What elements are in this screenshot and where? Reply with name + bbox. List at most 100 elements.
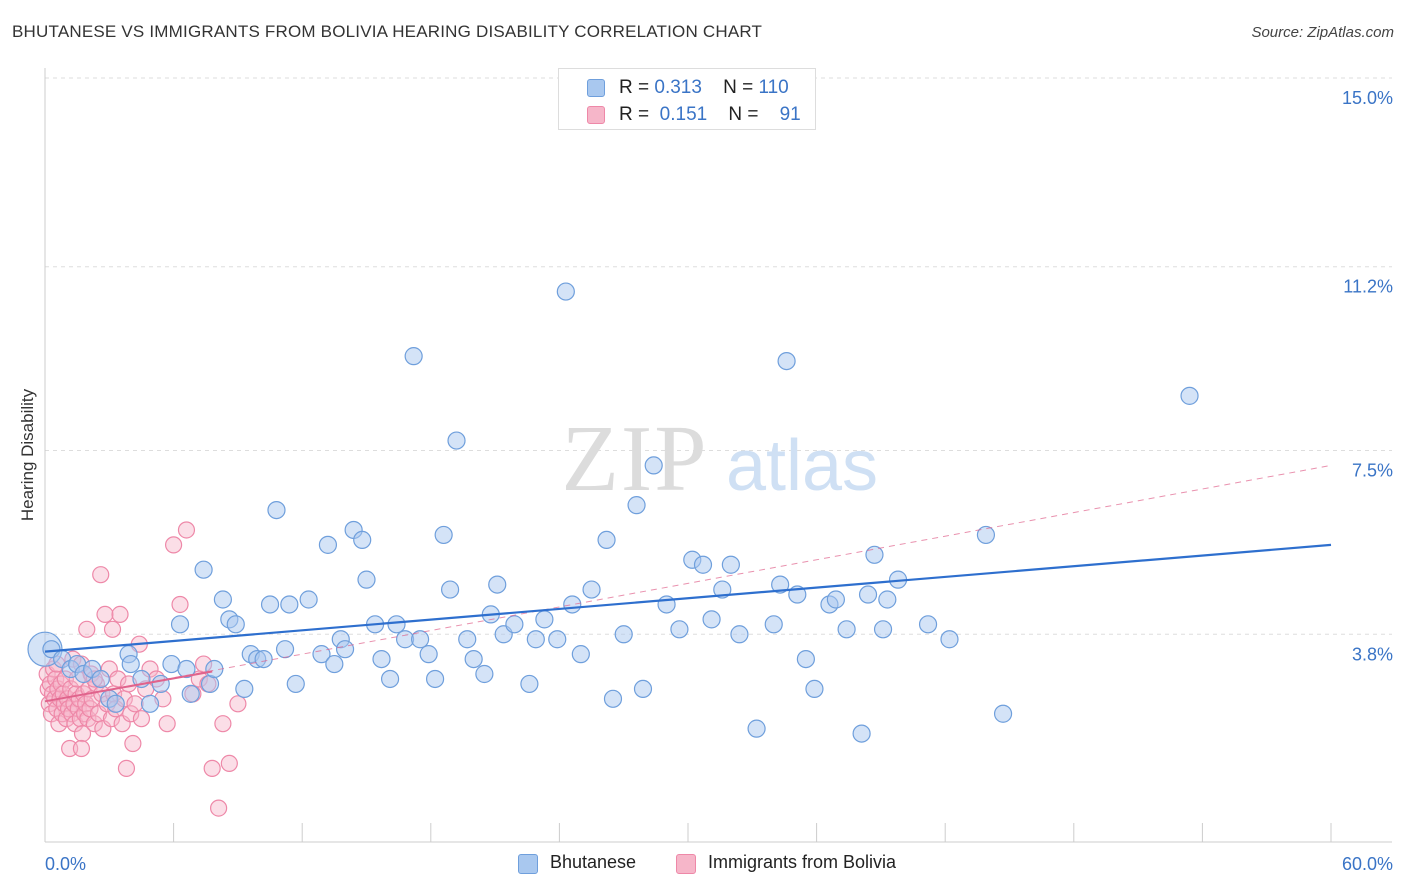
- x-tick-label: 60.0%: [1342, 854, 1393, 874]
- bolivia-point: [210, 799, 228, 817]
- bolivia-point: [122, 705, 140, 723]
- y-tick-label: 3.8%: [1352, 644, 1393, 664]
- bhutanese-point: [771, 575, 790, 594]
- bhutanese-point: [121, 654, 140, 674]
- bolivia-point: [109, 670, 127, 688]
- bhutanese-point: [475, 664, 494, 684]
- bolivia-trend-line: [44, 670, 213, 703]
- bhutanese-point: [796, 649, 815, 669]
- bhutanese-point: [837, 620, 856, 639]
- bhutanese-point: [730, 625, 749, 644]
- legend-n-value: 91: [779, 104, 801, 125]
- bolivia-point: [126, 695, 144, 713]
- bolivia-point: [124, 734, 142, 753]
- source-label: Source: ZipAtlas.com: [1251, 24, 1394, 41]
- bhutanese-point: [852, 724, 871, 743]
- bhutanese-point: [993, 704, 1013, 723]
- bolivia-point: [61, 739, 79, 758]
- bhutanese-point: [91, 669, 110, 689]
- bhutanese-point: [535, 610, 554, 629]
- bhutanese-point: [335, 640, 355, 659]
- bhutanese-point: [633, 679, 653, 699]
- bolivia-point: [78, 620, 96, 638]
- legend-r-label: R =: [619, 104, 650, 125]
- bolivia-point: [165, 536, 183, 554]
- bhutanese-point: [526, 630, 545, 649]
- bolivia-point: [158, 715, 176, 733]
- bolivia-point: [229, 695, 247, 713]
- bhutanese-point: [556, 282, 575, 301]
- legend-r-label: R =: [619, 77, 650, 98]
- x-tick-labels: 0.0% 60.0%: [45, 854, 1393, 874]
- bhutanese-point: [563, 595, 582, 614]
- bolivia-point: [73, 724, 92, 743]
- legend-r-value: 0.313: [654, 77, 702, 98]
- bhutanese-point: [286, 674, 305, 694]
- legend-n-value: 110: [758, 77, 789, 98]
- bhutanese-point: [235, 679, 254, 699]
- y-tick-label: 11.2%: [1343, 277, 1393, 297]
- bhutanese-point: [878, 590, 897, 609]
- legend-label-bolivia: Immigrants from Bolivia: [708, 852, 897, 872]
- bhutanese-point: [162, 654, 181, 674]
- axes: [44, 68, 1392, 843]
- legend-n-label: N =: [728, 104, 759, 125]
- watermark-atlas: atlas: [726, 426, 878, 506]
- trend-lines: [44, 464, 1332, 703]
- bhutanese-point: [597, 530, 616, 550]
- bhutanese-point: [440, 580, 460, 599]
- bhutanese-point: [312, 645, 331, 664]
- bhutanese-point: [177, 659, 196, 679]
- bolivia-point: [59, 700, 78, 718]
- bhutanese-point: [254, 649, 273, 669]
- bhutanese-point: [865, 545, 884, 564]
- bhutanese-point: [693, 555, 713, 574]
- bhutanese-point: [419, 645, 438, 664]
- bolivia-point: [132, 710, 151, 728]
- bhutanese-point: [434, 525, 453, 545]
- bolivia-point: [171, 595, 189, 614]
- bhutanese-point: [404, 347, 423, 366]
- bhutanese-point: [873, 620, 893, 639]
- legend-swatch-pink: [587, 106, 605, 124]
- bhutanese-point: [464, 649, 483, 669]
- bhutanese-point: [670, 620, 689, 639]
- gridlines: [45, 77, 1392, 635]
- bhutanese-point: [603, 689, 623, 708]
- bolivia-point: [72, 739, 91, 758]
- bolivia-point: [214, 715, 232, 733]
- bolivia-point: [103, 620, 122, 638]
- bhutanese-trend-line: [44, 543, 1332, 653]
- bhutanese-point: [721, 555, 740, 574]
- bhutanese-point: [644, 456, 663, 475]
- bhutanese-point: [275, 640, 295, 659]
- bhutanese-point: [151, 674, 170, 694]
- bhutanese-point: [353, 530, 372, 550]
- bhutanese-point: [318, 535, 338, 554]
- bhutanese-point: [226, 615, 245, 634]
- bhutanese-point: [747, 719, 766, 738]
- bolivia-point: [92, 566, 110, 584]
- bhutanese-point: [548, 630, 567, 649]
- bolivia-point: [117, 759, 136, 777]
- bhutanese-point: [458, 630, 477, 649]
- bhutanese-point: [713, 580, 732, 599]
- bhutanese-point: [702, 610, 721, 629]
- y-tick-label: 7.5%: [1352, 461, 1393, 481]
- bhutanese-point: [918, 615, 938, 634]
- bhutanese-point: [213, 590, 232, 609]
- bhutanese-point: [805, 679, 824, 699]
- bolivia-point: [96, 605, 114, 624]
- bhutanese-point: [976, 525, 996, 545]
- bolivia-point: [177, 521, 196, 539]
- bhutanese-point: [777, 352, 796, 371]
- bhutanese-point: [181, 684, 200, 703]
- bhutanese-point: [1180, 386, 1199, 405]
- bhutanese-point: [940, 630, 959, 649]
- bhutanese-point: [488, 575, 507, 594]
- bhutanese-point: [826, 590, 845, 609]
- bhutanese-point: [505, 615, 524, 634]
- x-tick-label: 0.0%: [45, 854, 86, 874]
- bhutanese-point: [764, 615, 783, 634]
- watermark: ZIP atlas: [562, 407, 879, 511]
